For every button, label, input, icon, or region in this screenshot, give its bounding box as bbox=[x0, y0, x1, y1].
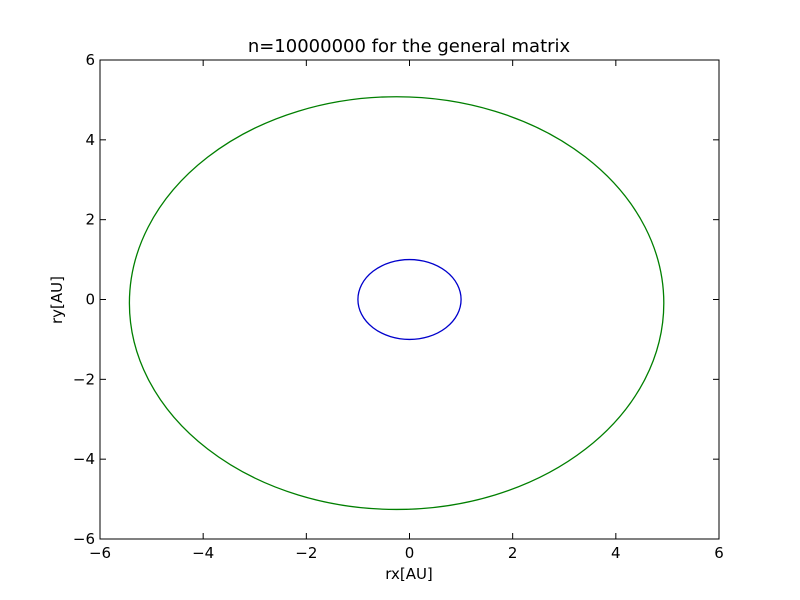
chart-title: n=10000000 for the general matrix bbox=[248, 36, 571, 57]
x-tick-label: 6 bbox=[714, 544, 724, 562]
x-tick-label: −4 bbox=[192, 544, 214, 562]
y-tick-label: 0 bbox=[85, 291, 95, 309]
y-tick-label: 2 bbox=[85, 211, 95, 229]
x-axis-label: rx[AU] bbox=[385, 565, 433, 583]
y-tick-label: −4 bbox=[73, 450, 95, 468]
y-tick-label: −6 bbox=[73, 530, 95, 548]
x-axis: −6 −4 −2 0 2 4 6 bbox=[89, 60, 724, 562]
series-orbit-0 bbox=[357, 258, 462, 341]
y-tick-label: 6 bbox=[85, 51, 95, 69]
x-tick-label: 0 bbox=[405, 544, 415, 562]
y-axis: −6 −4 −2 0 2 4 6 bbox=[73, 51, 719, 548]
y-axis-label: ry[AU] bbox=[48, 276, 66, 324]
y-tick-label: −2 bbox=[73, 370, 95, 388]
plot-area bbox=[128, 96, 665, 511]
x-tick-label: 2 bbox=[508, 544, 518, 562]
x-tick-label: 4 bbox=[611, 544, 621, 562]
x-tick-label: −2 bbox=[295, 544, 317, 562]
series-orbit-1 bbox=[128, 96, 665, 511]
y-tick-label: 4 bbox=[85, 131, 95, 149]
x-tick-label: −6 bbox=[89, 544, 111, 562]
